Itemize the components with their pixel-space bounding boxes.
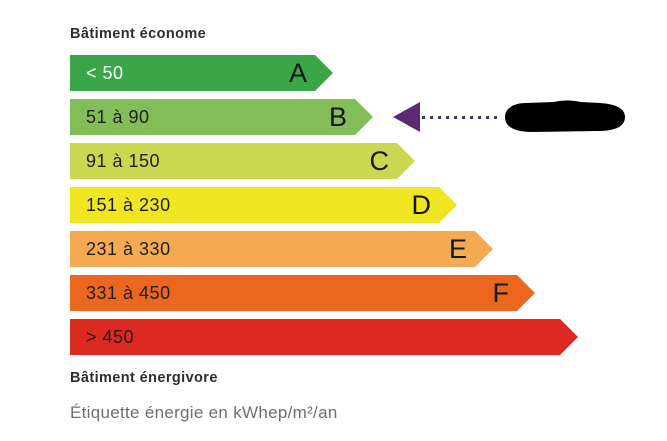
band-row-b: 51 à 90 B [70, 99, 667, 135]
redacted-value-blob [505, 100, 625, 132]
band-range-f: 331 à 450 [86, 282, 171, 303]
energy-hungry-building-label: Bâtiment énergivore [70, 370, 218, 386]
economical-building-label: Bâtiment économe [70, 26, 207, 42]
band-letter-a: A [288, 57, 307, 88]
current-rating-pointer [393, 98, 628, 136]
band-row-d: 151 à 230 D [70, 187, 667, 223]
band-row-f: 331 à 450 F [70, 275, 667, 311]
band-range-g: > 450 [86, 326, 135, 347]
band-range-b: 51 à 90 [86, 106, 150, 127]
band-letter-c: C [369, 145, 389, 176]
band-bar-a: < 50 A [70, 55, 333, 91]
band-range-d: 151 à 230 [86, 194, 171, 215]
band-range-e: 231 à 330 [86, 238, 171, 259]
band-letter-f: F [492, 277, 509, 308]
band-row-a: < 50 A [70, 55, 667, 91]
band-letter-b: B [328, 101, 347, 132]
band-bar-f: 331 à 450 F [70, 275, 535, 311]
band-range-a: < 50 [86, 62, 124, 83]
band-range-c: 91 à 150 [86, 150, 161, 171]
band-bar-b: 51 à 90 B [70, 99, 373, 135]
band-letter-d: D [411, 189, 431, 220]
band-row-e: 231 à 330 E [70, 231, 667, 267]
band-row-g: > 450 [70, 319, 667, 355]
band-bar-c: 91 à 150 C [70, 143, 415, 179]
energy-scale: < 50 A 51 à 90 B 91 à 150 C [70, 55, 667, 355]
energy-label-caption: Étiquette énergie en kWhep/m²/an [70, 403, 338, 422]
band-row-c: 91 à 150 C [70, 143, 667, 179]
band-letter-e: E [448, 233, 467, 264]
dotted-leader-line [422, 115, 500, 119]
band-bar-g: > 450 [70, 319, 578, 355]
band-bar-e: 231 à 330 E [70, 231, 493, 267]
arrow-left-icon [393, 102, 420, 132]
band-bar-d: 151 à 230 D [70, 187, 457, 223]
